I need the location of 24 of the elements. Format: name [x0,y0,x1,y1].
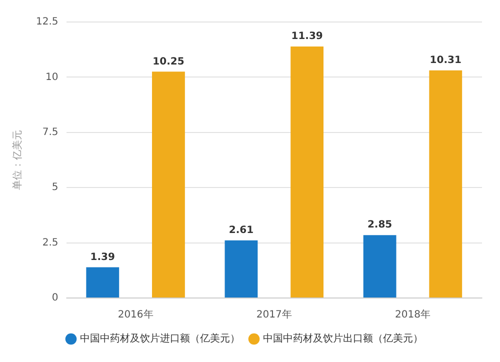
legend-label: 中国中药材及饮片出口额（亿美元） [263,332,423,345]
data-label: 11.39 [291,31,323,42]
data-label: 2.61 [228,224,254,236]
x-tick-label: 2016年 [118,308,154,321]
y-tick-label: 7.5 [42,126,58,138]
data-label: 1.39 [90,252,116,263]
y-tick-label: 0 [52,292,58,304]
bar [152,72,185,298]
x-tick-label: 2017年 [256,308,292,321]
x-tick-label: 2018年 [394,308,430,321]
bar [224,240,258,298]
data-label: 2.85 [367,220,392,231]
y-tick-label: 10 [46,72,58,83]
bar [86,267,120,298]
y-tick-label: 12.5 [36,16,58,28]
y-axis-title: 单位：亿美元 [12,130,24,190]
bar [429,70,462,298]
y-tick-label: 2.5 [42,237,58,248]
bar [363,235,396,298]
y-tick-label: 5 [52,182,58,194]
bar [290,46,324,298]
legend-label: 中国中药材及饮片进口额（亿美元） [80,332,240,345]
data-label: 10.25 [152,56,184,68]
data-label: 10.31 [430,54,462,66]
